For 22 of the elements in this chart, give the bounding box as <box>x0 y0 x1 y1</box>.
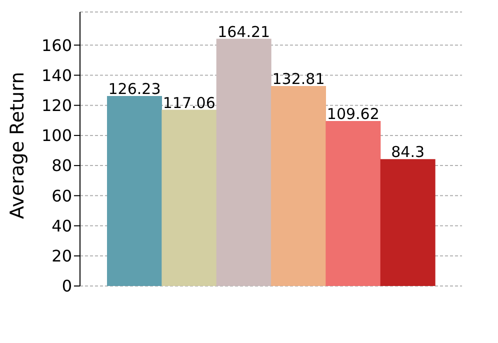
y-tick-label: 20 <box>52 246 72 266</box>
bar <box>216 38 272 286</box>
bar <box>380 159 436 286</box>
bar <box>162 110 217 286</box>
data-label: 164.21 <box>218 22 270 41</box>
data-label: 84.3 <box>391 143 425 162</box>
bar <box>326 120 381 286</box>
data-label: 109.62 <box>326 104 380 123</box>
y-tick-label: 140 <box>41 66 72 85</box>
y-tick-label: 0 <box>62 276 72 296</box>
data-label: 117.06 <box>162 94 216 112</box>
y-tick-label: 40 <box>52 216 72 236</box>
y-axis-title: Average Return <box>6 72 29 219</box>
y-tick-label: 120 <box>41 96 72 116</box>
data-label: 126.23 <box>108 80 161 98</box>
data-label: 132.81 <box>272 70 325 88</box>
bar <box>107 96 162 286</box>
y-tick-label: 60 <box>52 186 72 206</box>
y-tick-label: 80 <box>52 156 72 176</box>
bar <box>271 86 326 286</box>
y-tick-label: 160 <box>41 36 72 55</box>
y-tick-label: 100 <box>41 126 72 146</box>
